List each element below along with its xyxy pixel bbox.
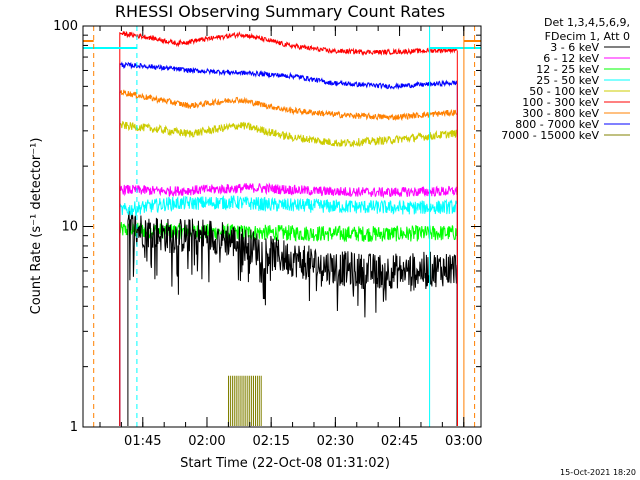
chart-title: RHESSI Observing Summary Count Rates: [115, 2, 445, 21]
x-tick-label: 02:45: [381, 434, 418, 449]
legend-label: 3 - 6 keV: [550, 41, 599, 54]
x-tick-label: 02:15: [252, 434, 289, 449]
series-line-100-300: [119, 30, 458, 427]
series-line-300-800: [119, 89, 458, 427]
generation-timestamp: 15-Oct-2021 18:20: [560, 468, 636, 477]
x-tick-label: 02:00: [188, 434, 225, 449]
tick-layer: 01:45 02:00 02:15 02:30 02:45 03:00 1 10 100: [53, 19, 482, 449]
x-tick-label: 03:00: [445, 434, 482, 449]
series-line-7000-15000: [228, 375, 262, 426]
series-line-6-12: [119, 182, 458, 427]
series-line-50-100: [119, 120, 458, 427]
flag-layer: [93, 26, 476, 427]
x-tick-label: 02:30: [317, 434, 354, 449]
legend-label: 50 - 100 keV: [529, 85, 599, 98]
legend-label: 100 - 300 keV: [522, 96, 599, 109]
series-line-12-25: [119, 222, 458, 427]
series-layer: [83, 30, 481, 427]
x-axis-label: Start Time (22-Oct-08 01:31:02): [180, 456, 390, 471]
legend-label: 12 - 25 keV: [536, 63, 599, 76]
y-tick-label: 100: [53, 19, 78, 34]
legend-header-line-2: FDecim 1, Att 0: [545, 30, 630, 43]
series-line-3-6: [127, 210, 458, 427]
legend-label: 25 - 50 keV: [536, 74, 599, 87]
legend-label: 800 - 7000 keV: [515, 118, 599, 131]
x-tick-label: 01:45: [124, 434, 161, 449]
legend-label: 6 - 12 keV: [543, 52, 599, 65]
legend-label: 300 - 800 keV: [522, 107, 599, 120]
legend-header-line-1: Det 1,3,4,5,6,9,: [544, 16, 630, 29]
series-line-25-50: [119, 195, 458, 427]
series-line-800-7000: [119, 61, 458, 427]
legend-label: 7000 - 15000 keV: [501, 129, 599, 142]
y-tick-label: 1: [70, 420, 78, 435]
y-axis-label: Count Rate (s⁻¹ detector⁻¹): [29, 138, 44, 315]
legend: Det 1,3,4,5,6,9, FDecim 1, Att 0 3 - 6 k…: [501, 16, 630, 142]
y-tick-label: 10: [61, 220, 78, 235]
